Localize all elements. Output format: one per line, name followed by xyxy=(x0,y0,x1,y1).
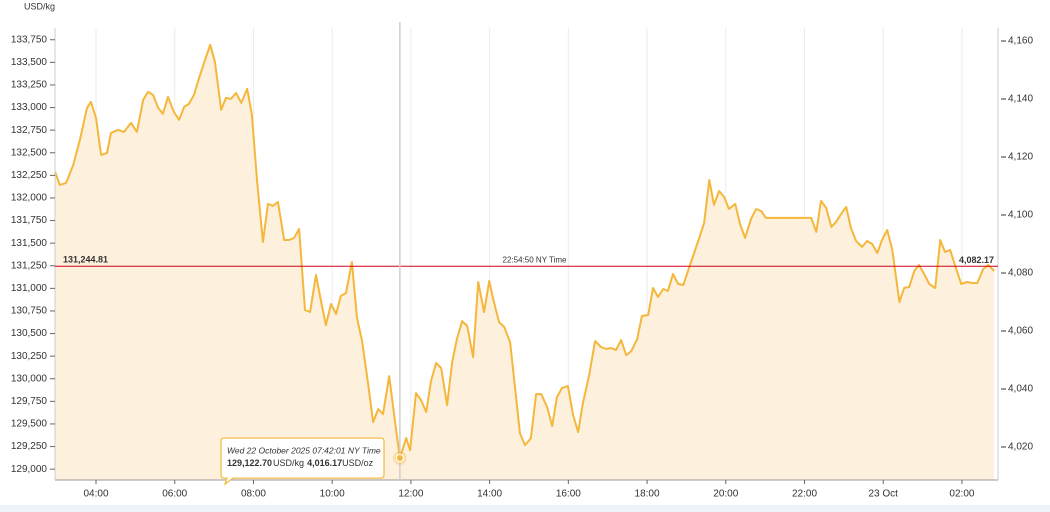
y-tick-label: 133,250 xyxy=(11,80,48,91)
y2-tick-label: 4,140 xyxy=(1008,94,1033,105)
y-tick-label: 130,500 xyxy=(11,328,48,339)
x-tick-label: 23 Oct xyxy=(868,489,898,500)
tooltip-oz-value: 4,016.17 xyxy=(307,458,342,468)
bottom-strip xyxy=(0,505,1050,512)
x-tick-label: 04:00 xyxy=(83,489,108,500)
price-line xyxy=(54,43,995,460)
tooltip-kg-unit: USD/kg xyxy=(273,458,304,468)
x-tick-label: 18:00 xyxy=(635,489,660,500)
y-axis-unit: USD/kg xyxy=(24,1,55,11)
x-tick-label: 02:00 xyxy=(949,489,974,500)
y2-tick-label: 4,080 xyxy=(1008,268,1033,279)
reference-y2-label: 4,082.17 xyxy=(959,255,994,265)
x-tick-label: 12:00 xyxy=(398,489,423,500)
y2-tick-label: 4,120 xyxy=(1008,152,1033,163)
y-tick-label: 131,500 xyxy=(11,238,48,249)
x-tick-label: 14:00 xyxy=(477,489,502,500)
y-tick-label: 131,000 xyxy=(11,283,48,294)
reference-time-label: 22:54:50 NY Time xyxy=(503,255,567,264)
y2-tick-label: 4,160 xyxy=(1008,36,1033,47)
y-tick-label: 132,250 xyxy=(11,170,48,181)
y2-tick-label: 4,020 xyxy=(1008,442,1033,453)
y-tick-label: 132,750 xyxy=(11,125,48,136)
tooltip-oz-unit: USD/oz xyxy=(342,458,374,468)
y-tick-label: 130,250 xyxy=(11,351,48,362)
y-tick-label: 133,500 xyxy=(11,57,48,68)
area-fill xyxy=(55,44,995,481)
y-tick-label: 130,750 xyxy=(11,306,48,317)
y-tick-label: 131,250 xyxy=(11,260,48,271)
tooltip-box xyxy=(220,437,385,486)
y-tick-label: 129,000 xyxy=(11,464,48,475)
y2-tick-label: 4,060 xyxy=(1008,326,1033,337)
x-tick-label: 10:00 xyxy=(320,489,345,500)
y-tick-label: 132,500 xyxy=(11,147,48,158)
y2-tick-label: 4,040 xyxy=(1008,384,1033,395)
y-tick-label: 133,750 xyxy=(11,34,48,45)
x-tick-label: 08:00 xyxy=(241,489,266,500)
tooltip-values: 129,122.70USD/kg 4,016.17USD/oz xyxy=(227,458,374,468)
y-tick-label: 130,000 xyxy=(11,373,48,384)
y2-tick-label: 4,100 xyxy=(1008,210,1033,221)
reference-value-label: 131,244.81 xyxy=(63,255,108,265)
x-tick-label: 22:00 xyxy=(792,489,817,500)
crosshair-dot xyxy=(395,454,404,463)
y-tick-label: 129,750 xyxy=(11,396,48,407)
y-tick-label: 131,750 xyxy=(11,215,48,226)
tooltip-kg-value: 129,122.70 xyxy=(227,458,272,468)
x-tick-label: 16:00 xyxy=(556,489,581,500)
x-tick-label: 06:00 xyxy=(162,489,187,500)
y-tick-label: 129,250 xyxy=(11,441,48,452)
tooltip-date: Wed 22 October 2025 07:42:01 NY Time xyxy=(227,445,381,455)
x-tick-label: 20:00 xyxy=(713,489,738,500)
y-tick-label: 133,000 xyxy=(11,102,48,113)
y-tick-label: 132,000 xyxy=(11,193,48,204)
y-tick-label: 129,500 xyxy=(11,419,48,430)
